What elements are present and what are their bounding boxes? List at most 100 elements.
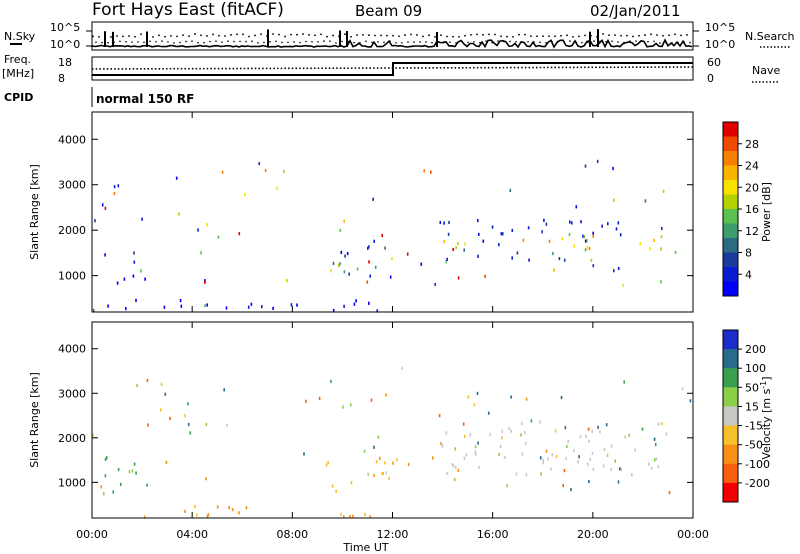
nsearch-point (608, 34, 610, 37)
y-tick-label: 4000 (58, 343, 86, 356)
data-cell (116, 281, 119, 285)
data-cell (133, 251, 135, 255)
data-cell (385, 471, 388, 475)
data-cell (206, 514, 209, 518)
date-label: 02/Jan/2011 (590, 2, 681, 20)
data-cell (525, 473, 528, 477)
nsearch-point (671, 41, 673, 44)
data-cell (584, 248, 587, 252)
nsearch-point (410, 33, 412, 36)
data-cell (184, 509, 186, 513)
nsearch-point (566, 34, 568, 37)
data-cell (689, 399, 692, 403)
data-cell (592, 467, 595, 471)
data-cell (615, 227, 618, 231)
nsearch-point (344, 33, 346, 36)
nsearch-point (554, 35, 556, 38)
nsearch-point (575, 41, 577, 43)
nsearch-point (428, 34, 430, 37)
nsearch-point (248, 35, 250, 38)
data-cell (539, 420, 541, 424)
data-cell (187, 422, 190, 427)
nsearch-point (362, 34, 364, 36)
data-cell (607, 222, 609, 226)
colorbar-tick-label: 50 (745, 381, 759, 394)
nsearch-point (491, 41, 493, 44)
data-cell (391, 257, 393, 261)
data-cell (596, 159, 599, 163)
nsearch-point (542, 35, 544, 37)
data-cell (204, 304, 206, 308)
nsearch-point (221, 41, 223, 43)
colorbar-swatch (723, 223, 738, 239)
data-cell (498, 243, 500, 247)
nsearch-point (596, 35, 598, 38)
nsearch-point (380, 34, 382, 37)
nsearch-point (377, 41, 379, 43)
data-cell (548, 239, 551, 243)
data-cell (545, 222, 548, 226)
nsearch-point (233, 40, 235, 43)
data-cell (589, 457, 592, 462)
nsearch-point (182, 34, 184, 37)
colorbar-swatch (723, 482, 738, 503)
cpid-text: normal 150 RF (96, 92, 194, 106)
nsearch-point (320, 33, 322, 36)
data-cell (453, 478, 456, 482)
nsearch-point (632, 35, 634, 38)
data-cell (674, 250, 677, 255)
data-cell (330, 379, 332, 383)
nsearch-point (113, 41, 115, 44)
freq-axis-top-left: 18 (58, 56, 72, 69)
nsearch-point (668, 34, 670, 37)
data-cell (160, 382, 163, 386)
nsearch-point (401, 41, 403, 44)
nsearch-point (302, 33, 304, 35)
nsearch-point (197, 41, 199, 44)
data-cell (128, 470, 131, 474)
data-cell (430, 170, 432, 174)
data-cell (135, 298, 137, 302)
nsearch-point (254, 34, 256, 37)
data-cell (276, 186, 278, 191)
data-cell (187, 402, 189, 406)
data-cell (564, 426, 567, 430)
nsearch-point (341, 40, 343, 43)
nsearch-point (488, 33, 490, 36)
data-cell (561, 237, 564, 241)
beam-label: Beam 09 (355, 2, 422, 20)
data-cell (553, 268, 555, 272)
nsearch-point (143, 41, 145, 44)
data-cell (660, 235, 663, 239)
data-cell (443, 239, 446, 244)
data-cell (103, 492, 105, 496)
colorbar-swatch (723, 444, 738, 465)
data-cell (464, 434, 466, 438)
data-cell (228, 505, 230, 510)
station-title: Fort Hays East (fitACF) (92, 0, 284, 20)
data-cell (377, 435, 380, 439)
data-cell (184, 414, 186, 418)
colorbar-tick-label: 15 (745, 400, 759, 413)
velocity-colorbar: 200 100 50 15 -15 -50 -100 -200 (722, 329, 770, 503)
data-cell (584, 239, 587, 243)
data-cell (366, 280, 369, 284)
nsearch-point (200, 34, 202, 37)
data-cell (668, 491, 671, 495)
x-tick-label: 04:00 (176, 528, 208, 541)
y-tick-label: 2000 (58, 432, 86, 445)
data-cell (286, 279, 288, 283)
data-cell (478, 232, 480, 236)
nsearch-point (659, 42, 661, 44)
nsearch-point (647, 40, 649, 43)
nsearch-point (620, 34, 622, 37)
data-cell (521, 452, 524, 456)
data-cell (662, 189, 665, 193)
data-cell (445, 260, 448, 264)
x-tick-label: 16:00 (477, 528, 509, 541)
data-cell (477, 254, 479, 258)
nsearch-point (677, 41, 679, 44)
data-cell (343, 270, 346, 274)
nsearch-point (338, 35, 340, 38)
data-cell (540, 472, 542, 476)
